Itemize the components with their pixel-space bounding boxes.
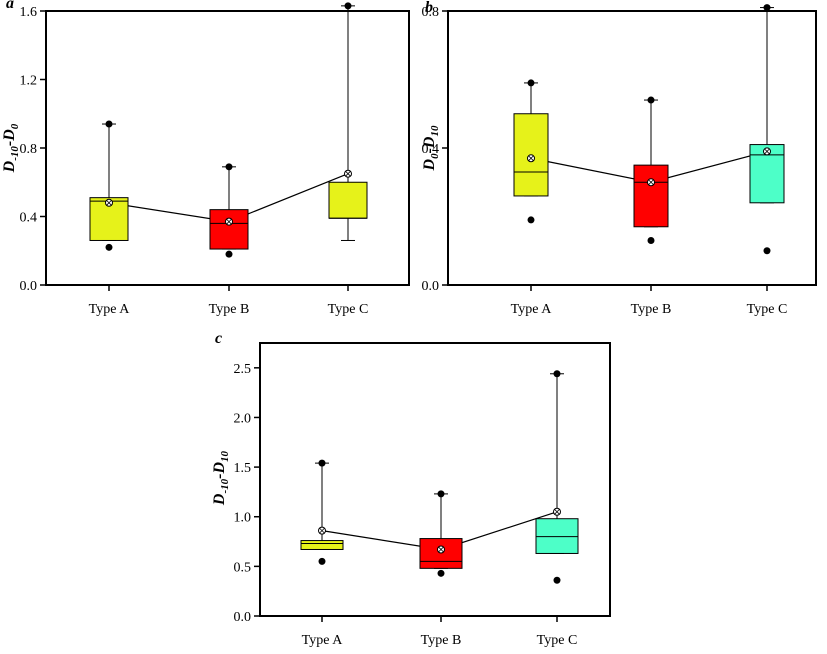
box-type-c [535, 370, 579, 584]
box-body [300, 540, 344, 550]
box-body [633, 164, 669, 228]
y-axis-label: D-10-D0 [1, 123, 21, 173]
y-axis-label: D0-D10 [421, 125, 441, 171]
outlier-point [105, 243, 113, 251]
mean-marker-cross [438, 546, 444, 553]
box-type-b [633, 96, 669, 244]
box-type-a [300, 459, 344, 565]
max-point [647, 96, 655, 104]
y-tick-label: 0.0 [20, 279, 38, 294]
mean-marker-cross [319, 527, 325, 534]
max-point [344, 2, 352, 10]
max-point [527, 79, 535, 87]
y-tick-label: 0.8 [422, 5, 440, 20]
y-tick-label: 0.4 [20, 211, 38, 226]
box-body [209, 209, 249, 250]
y-tick-label: 0.5 [234, 560, 252, 575]
y-tick-label: 1.5 [234, 461, 252, 476]
y-tick-label: 2.5 [234, 362, 252, 377]
outlier-point [553, 576, 561, 584]
plot-frame [259, 342, 611, 617]
y-tick-label: 1.2 [20, 74, 38, 89]
mean-marker-cross [528, 155, 534, 161]
x-tick-label: Type B [421, 633, 462, 648]
panel-label: c [215, 330, 222, 347]
x-tick-label: Type C [537, 633, 578, 648]
mean-marker-cross [764, 148, 770, 155]
box-type-c [749, 4, 785, 255]
box-type-a [89, 120, 129, 251]
max-point [105, 120, 113, 128]
x-tick-label: Type A [302, 633, 344, 648]
mean-marker-cross [648, 179, 654, 185]
max-point [553, 370, 561, 378]
max-point [763, 4, 771, 12]
x-tick-label: Type A [511, 302, 553, 317]
outlier-point [647, 236, 655, 244]
outlier-point [437, 569, 445, 577]
y-tick-label: 1.0 [234, 511, 252, 526]
max-point [437, 490, 445, 498]
outlier-point [318, 557, 326, 565]
box-body [328, 181, 368, 219]
mean-marker-cross [554, 509, 560, 515]
panel-label: b [425, 0, 433, 16]
y-tick-label: 0.0 [422, 279, 440, 294]
max-point [225, 163, 233, 171]
outlier-point [527, 216, 535, 224]
box-type-c [328, 2, 368, 241]
x-tick-label: Type C [328, 302, 369, 317]
outlier-point [225, 250, 233, 258]
y-tick-label: 0.8 [20, 142, 38, 157]
x-tick-label: Type C [747, 302, 788, 317]
x-tick-label: Type B [209, 302, 250, 317]
outlier-point [763, 247, 771, 255]
box-type-b [209, 163, 249, 258]
chart-panel-a: a 0.0 0.4 0.8 1.2 1.6 Type A Type B Type C D-10-D… [1, 0, 410, 317]
x-tick-label: Type A [89, 302, 131, 317]
box-type-b [419, 490, 463, 577]
chart-panel-b: b 0.0 0.4 0.8 Type A Type B Type C D0-D10 [421, 0, 817, 317]
mean-marker-cross [106, 200, 112, 206]
mean-marker-cross [345, 171, 351, 177]
y-tick-label: 1.6 [20, 5, 38, 20]
chart-panel-c: c 0.0 0.5 1.0 1.5 2.0 2.5 Type A Type B Type C D-1… [211, 330, 611, 648]
x-tick-label: Type B [631, 302, 672, 317]
panel-label: a [6, 0, 14, 12]
mean-marker-cross [226, 218, 232, 225]
box-type-a [513, 79, 549, 224]
y-axis-label: D-10-D10 [211, 450, 231, 506]
y-tick-label: 2.0 [234, 411, 252, 426]
y-tick-label: 0.4 [422, 142, 440, 157]
max-point [318, 459, 326, 467]
y-tick-label: 0.0 [234, 610, 252, 625]
